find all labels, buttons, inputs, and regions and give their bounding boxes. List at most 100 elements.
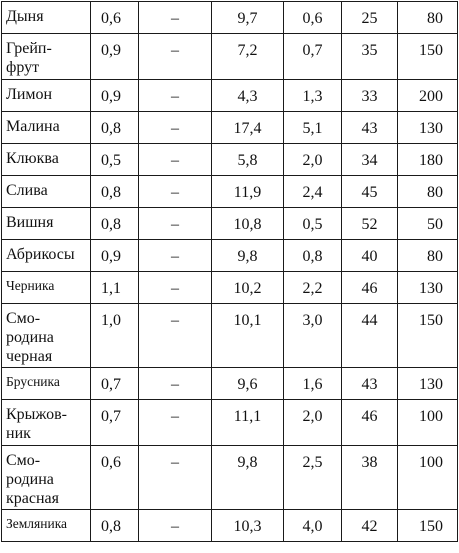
value-cell: 2,2: [283, 271, 342, 304]
value-cell: 7,2: [211, 33, 284, 80]
value-cell: 42: [341, 509, 398, 542]
value-cell: 50: [397, 207, 458, 240]
value-cell: 46: [341, 271, 398, 304]
value-cell: –: [138, 143, 212, 176]
value-cell: 1,1: [90, 271, 139, 304]
value-cell: 34: [341, 143, 398, 176]
table-row: Слива 0,8 – 11,9 2,4 45 80: [1, 175, 458, 208]
value-cell: 40: [341, 239, 398, 272]
table-row: Лимон 0,9 – 4,3 1,3 33 200: [1, 79, 458, 112]
value-cell: 43: [341, 111, 398, 144]
value-cell: 0,6: [90, 445, 139, 510]
value-cell: 11,1: [211, 399, 284, 446]
value-cell: –: [138, 445, 212, 510]
value-cell: 5,1: [283, 111, 342, 144]
value-cell: 0,6: [90, 1, 139, 34]
value-cell: 0,8: [283, 239, 342, 272]
table-row: Вишня 0,8 – 10,8 0,5 52 50: [1, 207, 458, 240]
value-cell: 4,3: [211, 79, 284, 112]
product-name-cell: Смо- родина красная: [1, 445, 91, 510]
product-name-cell: Малина: [1, 111, 91, 144]
product-name-cell: Черника: [1, 271, 91, 304]
value-cell: 44: [341, 303, 398, 368]
product-name-cell: Клюква: [1, 143, 91, 176]
value-cell: 0,9: [90, 239, 139, 272]
value-cell: –: [138, 509, 212, 542]
value-cell: 5,8: [211, 143, 284, 176]
value-cell: 100: [397, 445, 458, 510]
product-name-cell: Лимон: [1, 79, 91, 112]
product-name-cell: Земляника: [1, 509, 91, 542]
table-row: Смо- родина красная 0,6 – 9,8 2,5 38 100: [1, 445, 458, 510]
table-row: Малина 0,8 – 17,4 5,1 43 130: [1, 111, 458, 144]
table-row: Смо- родина черная 1,0 – 10,1 3,0 44 150: [1, 303, 458, 368]
value-cell: 0,8: [90, 111, 139, 144]
value-cell: 10,8: [211, 207, 284, 240]
value-cell: 0,8: [90, 207, 139, 240]
value-cell: 150: [397, 509, 458, 542]
value-cell: 45: [341, 175, 398, 208]
value-cell: 33: [341, 79, 398, 112]
value-cell: 2,5: [283, 445, 342, 510]
value-cell: –: [138, 367, 212, 400]
table-row: Брусника 0,7 – 9,6 1,6 43 130: [1, 367, 458, 400]
value-cell: 10,3: [211, 509, 284, 542]
value-cell: 52: [341, 207, 398, 240]
value-cell: 0,8: [90, 509, 139, 542]
value-cell: –: [138, 33, 212, 80]
product-name-cell: Слива: [1, 175, 91, 208]
value-cell: 46: [341, 399, 398, 446]
table-row: Абрикосы 0,9 – 9,8 0,8 40 80: [1, 239, 458, 272]
value-cell: 100: [397, 399, 458, 446]
value-cell: 1,6: [283, 367, 342, 400]
value-cell: –: [138, 79, 212, 112]
value-cell: –: [138, 175, 212, 208]
product-name-cell: Грейп- фрут: [1, 33, 91, 80]
product-name-cell: Крыжов- ник: [1, 399, 91, 446]
value-cell: 11,9: [211, 175, 284, 208]
product-name-cell: Брусника: [1, 367, 91, 400]
value-cell: 1,3: [283, 79, 342, 112]
value-cell: 17,4: [211, 111, 284, 144]
value-cell: –: [138, 1, 212, 34]
table-row: Крыжов- ник 0,7 – 11,1 2,0 46 100: [1, 399, 458, 446]
value-cell: 0,8: [90, 175, 139, 208]
table-row: Клюква 0,5 – 5,8 2,0 34 180: [1, 143, 458, 176]
value-cell: 9,6: [211, 367, 284, 400]
value-cell: 130: [397, 111, 458, 144]
value-cell: 43: [341, 367, 398, 400]
value-cell: –: [138, 271, 212, 304]
table-row: Земляника 0,8 – 10,3 4,0 42 150: [1, 509, 458, 542]
value-cell: 0,6: [283, 1, 342, 34]
table-row: Черника 1,1 – 10,2 2,2 46 130: [1, 271, 458, 304]
value-cell: 38: [341, 445, 398, 510]
value-cell: 9,8: [211, 239, 284, 272]
value-cell: 150: [397, 33, 458, 80]
value-cell: 130: [397, 271, 458, 304]
value-cell: 10,2: [211, 271, 284, 304]
value-cell: 200: [397, 79, 458, 112]
table-row: Грейп- фрут 0,9 – 7,2 0,7 35 150: [1, 33, 458, 80]
value-cell: 0,5: [283, 207, 342, 240]
value-cell: –: [138, 207, 212, 240]
value-cell: 180: [397, 143, 458, 176]
value-cell: 0,9: [90, 79, 139, 112]
product-name-cell: Абрикосы: [1, 239, 91, 272]
value-cell: –: [138, 399, 212, 446]
value-cell: 9,8: [211, 445, 284, 510]
product-name-cell: Смо- родина черная: [1, 303, 91, 368]
value-cell: 0,9: [90, 33, 139, 80]
value-cell: 25: [341, 1, 398, 34]
value-cell: 130: [397, 367, 458, 400]
value-cell: 3,0: [283, 303, 342, 368]
value-cell: 0,7: [283, 33, 342, 80]
value-cell: 4,0: [283, 509, 342, 542]
nutrition-table: Дыня 0,6 – 9,7 0,6 25 80 Грейп- фрут 0,9…: [1, 1, 458, 542]
value-cell: 35: [341, 33, 398, 80]
product-name-cell: Дыня: [1, 1, 91, 34]
value-cell: 0,7: [90, 367, 139, 400]
value-cell: 150: [397, 303, 458, 368]
value-cell: –: [138, 303, 212, 368]
value-cell: 0,5: [90, 143, 139, 176]
value-cell: 2,0: [283, 143, 342, 176]
